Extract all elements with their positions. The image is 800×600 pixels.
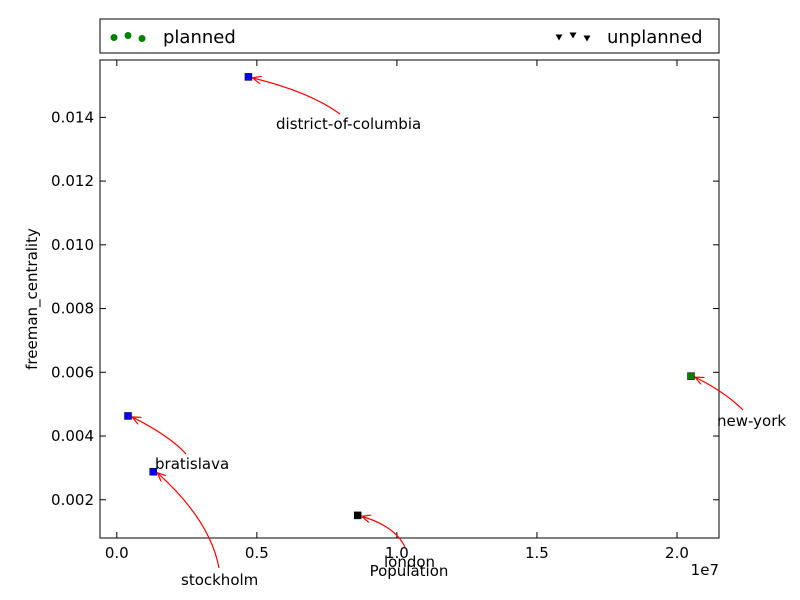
legend-frame (99, 18, 720, 54)
data-point (687, 372, 695, 380)
annotation-arrow (157, 473, 220, 569)
x-tick-label: 0.5 (245, 544, 269, 562)
annotation-arrow (252, 78, 341, 115)
y-axis-label: freeman_centrality (23, 228, 42, 370)
annotation-arrow (362, 516, 406, 548)
data-point (244, 73, 253, 81)
annotation-arrow (132, 417, 187, 455)
x-axis-label: Population (370, 562, 449, 580)
legend-label-planned: planned (163, 27, 236, 48)
point-label: stockholm (181, 571, 258, 589)
plot-area (99, 59, 720, 539)
data-point (149, 467, 157, 476)
x-tick-label: 0.0 (105, 544, 129, 562)
annotations: district-of-columbia new-york bratislava st… (132, 78, 786, 589)
y-tick-label: 0.014 (51, 108, 94, 126)
legend-unplanned-marker (555, 34, 563, 41)
point-label: bratislava (155, 455, 229, 473)
x-tick-label: 1.5 (525, 544, 549, 562)
legend-planned-markers (110, 32, 146, 42)
data-point (353, 511, 362, 520)
axis-ticks: 0.0 0.5 1.0 1.5 2.0 0.002 0.004 0.006 0.008 0.010… (51, 60, 719, 562)
x-tick-label: 2.0 (665, 544, 689, 562)
legend: planned unplanned (99, 18, 720, 54)
y-tick-label: 0.006 (51, 363, 94, 381)
legend-planned-marker (138, 35, 146, 42)
point-label: district-of-columbia (276, 115, 421, 133)
point-label: london (384, 553, 435, 571)
y-tick-label: 0.012 (51, 172, 94, 190)
y-tick-label: 0.010 (51, 236, 94, 254)
y-tick-label: 0.002 (51, 491, 94, 509)
legend-planned-marker (110, 34, 118, 41)
legend-label-unplanned: unplanned (607, 27, 703, 48)
legend-unplanned-marker (569, 32, 577, 39)
x-tick-label: 1.0 (385, 544, 409, 562)
y-tick-label: 0.008 (51, 300, 94, 318)
legend-unplanned-markers (555, 32, 591, 42)
y-tick-label: 0.004 (51, 427, 94, 445)
x-offset-label: 1e7 (691, 561, 719, 579)
data-point (124, 412, 132, 420)
data-points (124, 73, 695, 520)
legend-unplanned-marker (583, 35, 591, 42)
legend-planned-marker (124, 32, 132, 39)
annotation-arrow (695, 377, 744, 411)
point-label: new-york (717, 412, 786, 430)
